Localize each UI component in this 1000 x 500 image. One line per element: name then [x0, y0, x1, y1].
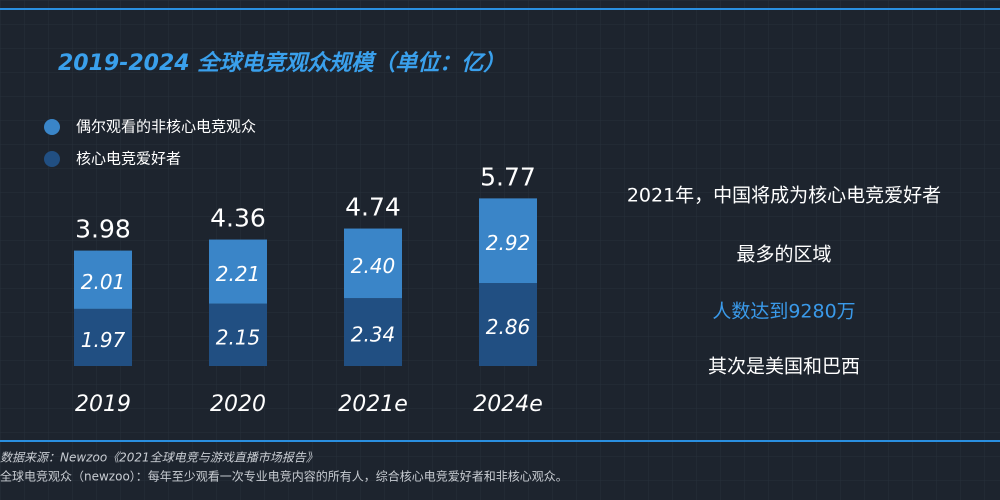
- value-label: 2.92: [486, 231, 531, 255]
- x-tick-label: 2020: [210, 392, 266, 417]
- total-label: 3.98: [75, 215, 131, 244]
- legend-swatch: [44, 119, 60, 135]
- bar-segment: [479, 198, 537, 284]
- note: 最多的区域: [736, 244, 831, 266]
- bar-segment: [344, 298, 402, 366]
- legend-swatch: [44, 151, 60, 167]
- bar-segment: [209, 239, 267, 304]
- value-label: 2.40: [351, 254, 396, 278]
- chart-title: 2019-2024 全球电竞观众规模（单位：亿）: [58, 50, 505, 76]
- note: 2021年，中国将成为核心电竞爱好者: [627, 185, 941, 207]
- x-tick-label: 2019: [75, 392, 131, 417]
- total-label: 4.74: [345, 193, 401, 222]
- bar-segment: [209, 303, 267, 366]
- bar-segment: [479, 283, 537, 366]
- x-tick-label: 2021e: [338, 392, 408, 417]
- footnote: 全球电竞观众（newzoo）：每年至少观看一次专业电竞内容的所有人，综合核心电竞…: [0, 469, 568, 484]
- total-label: 4.36: [210, 204, 266, 233]
- bar-segment: [344, 228, 402, 299]
- value-label: 2.21: [216, 262, 261, 286]
- note-highlight: 人数达到9280万: [712, 301, 855, 323]
- note: 其次是美国和巴西: [708, 356, 860, 378]
- value-label: 2.34: [351, 323, 396, 347]
- legend-label: 偶尔观看的非核心电竞观众: [76, 118, 256, 136]
- value-label: 2.86: [486, 315, 531, 339]
- value-label: 1.97: [81, 328, 126, 352]
- source: 数据来源：Newzoo《2021全球电竞与游戏直播市场报告》: [0, 451, 318, 465]
- total-label: 5.77: [480, 162, 536, 191]
- x-tick-label: 2024e: [473, 392, 543, 417]
- value-label: 2.15: [216, 325, 261, 349]
- bar-segment: [74, 250, 132, 309]
- bar-segment: [74, 308, 132, 366]
- legend-label: 核心电竞爱好者: [76, 150, 181, 168]
- value-label: 2.01: [81, 270, 126, 294]
